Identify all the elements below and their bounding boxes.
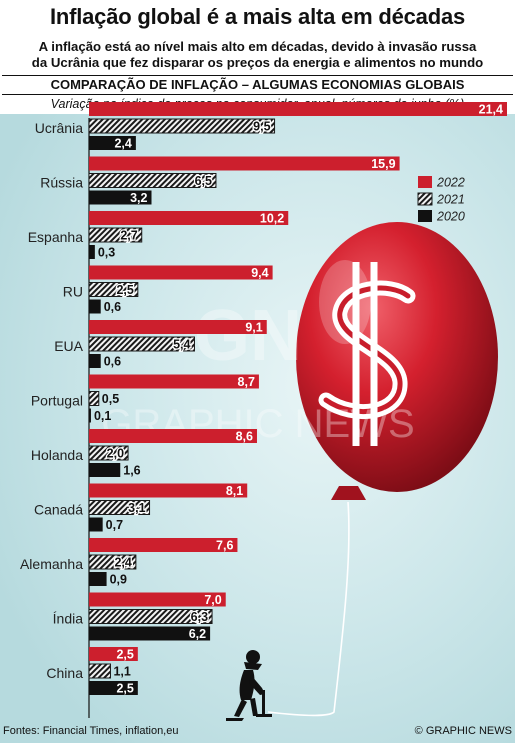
value-label-2020: 0,6 <box>104 300 121 314</box>
bar-2022 <box>89 265 273 280</box>
bar-2020 <box>89 190 152 205</box>
balloon-illustration <box>267 222 498 717</box>
bar-2020 <box>89 517 103 532</box>
value-label-2020: 2,5 <box>116 682 133 696</box>
category-label: Índia <box>53 611 84 627</box>
bar-2021 <box>88 554 137 570</box>
legend-label-2020: 2020 <box>436 210 465 224</box>
person-pumping-icon <box>226 650 272 721</box>
bar-2021 <box>88 173 217 188</box>
value-label-2020: 0,6 <box>104 355 121 369</box>
bar-2022 <box>89 320 267 334</box>
value-label-2022: 8,7 <box>238 375 255 389</box>
section-heading-bar: COMPARAÇÃO DE INFLAÇÃO – ALGUMAS ECONOMI… <box>2 75 513 95</box>
value-label-2021: 2,5 <box>116 283 133 297</box>
value-label-2021: 6,3 <box>191 610 208 624</box>
category-label: Holanda <box>31 447 83 463</box>
value-label-2020: 3,2 <box>130 191 147 205</box>
bar-2020 <box>89 572 107 586</box>
watermark-logo: GN <box>194 296 302 376</box>
value-label-2021: 2,7 <box>120 229 137 243</box>
category-label: Ucrânia <box>35 120 83 136</box>
legend-swatch-2022 <box>418 176 432 188</box>
bar-2021 <box>88 282 139 297</box>
bar-2020 <box>89 354 101 368</box>
bar-2020 <box>89 681 138 695</box>
bar-2021 <box>88 391 100 406</box>
bar-2022 <box>89 102 507 116</box>
value-label-2021: 2,0 <box>107 447 124 461</box>
value-label-2022: 7,0 <box>204 593 221 607</box>
bar-groups: Ucrânia 21,4 9,5 2,4 Rússia 15,9 6,5 3,2 Espanha… <box>20 102 507 718</box>
bar-2020 <box>89 626 211 641</box>
category-label: RU <box>63 284 83 300</box>
bar-2021 <box>88 445 129 461</box>
bar-2021 <box>88 227 143 243</box>
bar-2020 <box>89 245 95 259</box>
legend-swatch-2020 <box>418 210 432 222</box>
bar-2022 <box>89 156 400 171</box>
bar-2021 <box>88 609 213 624</box>
value-label-2020: 0,7 <box>106 518 123 532</box>
category-label: China <box>46 665 83 681</box>
legend-label-2022: 2022 <box>436 176 465 190</box>
bar-2022 <box>89 374 259 389</box>
value-label-2022: 8,1 <box>226 484 243 498</box>
legend: 2022 2021 2020 <box>417 176 465 224</box>
bar-2022 <box>89 211 289 225</box>
balloon-string <box>267 501 350 717</box>
value-label-2022: 9,4 <box>251 266 268 280</box>
value-label-2021: 0,5 <box>102 392 119 406</box>
bar-2020 <box>89 408 91 423</box>
category-label: Espanha <box>28 229 83 245</box>
value-label-2020: 2,4 <box>114 137 131 151</box>
value-label-2021: 1,1 <box>113 665 130 679</box>
chart-title: COMPARAÇÃO DE INFLAÇÃO – ALGUMAS ECONOMI… <box>50 77 465 92</box>
value-label-2022: 7,6 <box>216 539 233 553</box>
value-label-2020: 0,1 <box>94 409 111 423</box>
dollar-sign-icon <box>318 262 416 446</box>
bar-2022 <box>89 429 257 443</box>
value-label-2021: 9,5 <box>253 120 270 134</box>
bar-2022 <box>89 592 226 607</box>
value-label-2022: 8,6 <box>236 430 253 444</box>
value-label-2022: 10,2 <box>260 212 284 226</box>
category-label: Portugal <box>31 393 83 409</box>
value-label-2020: 1,6 <box>123 464 140 478</box>
value-label-2021: 6,5 <box>195 174 212 188</box>
value-label-2021: 2,4 <box>114 556 131 570</box>
bar-2021 <box>88 118 276 134</box>
value-label-2020: 6,2 <box>189 627 206 641</box>
category-label: EUA <box>54 338 83 354</box>
category-label: Alemanha <box>20 556 83 572</box>
bar-2022 <box>89 538 238 552</box>
legend-label-2021: 2021 <box>436 193 465 207</box>
value-label-2021: 3,1 <box>128 501 145 515</box>
value-label-2021: 5,4 <box>173 338 190 352</box>
bar-2020 <box>89 299 101 314</box>
category-label: Canadá <box>34 502 83 518</box>
source-note: Fontes: Financial Times, inflation,eu <box>3 725 179 737</box>
bar-2021 <box>88 336 195 352</box>
value-label-2022: 21,4 <box>479 103 503 117</box>
bar-2022 <box>89 483 248 498</box>
legend-swatch-2021 <box>417 192 433 206</box>
bar-2022 <box>89 647 138 661</box>
value-label-2022: 9,1 <box>245 321 262 335</box>
value-label-2020: 0,3 <box>98 246 115 260</box>
bar-2020 <box>89 136 136 150</box>
subtitle-line-1: A inflação está ao nível mais alto em dé… <box>38 39 477 54</box>
bar-2021 <box>88 500 151 515</box>
value-label-2022: 2,5 <box>116 648 133 662</box>
subtitle-line-2: da Ucrânia que fez disparar os preços da… <box>31 55 484 70</box>
copyright-credit: © GRAPHIC NEWS <box>414 725 512 737</box>
bar-2020 <box>89 463 121 477</box>
bar-2021 <box>88 663 111 679</box>
page-title: Inflação global é a mais alta em décadas <box>49 4 466 29</box>
category-label: Rússia <box>40 175 83 191</box>
value-label-2022: 15,9 <box>371 157 395 171</box>
value-label-2020: 0,9 <box>110 573 127 587</box>
